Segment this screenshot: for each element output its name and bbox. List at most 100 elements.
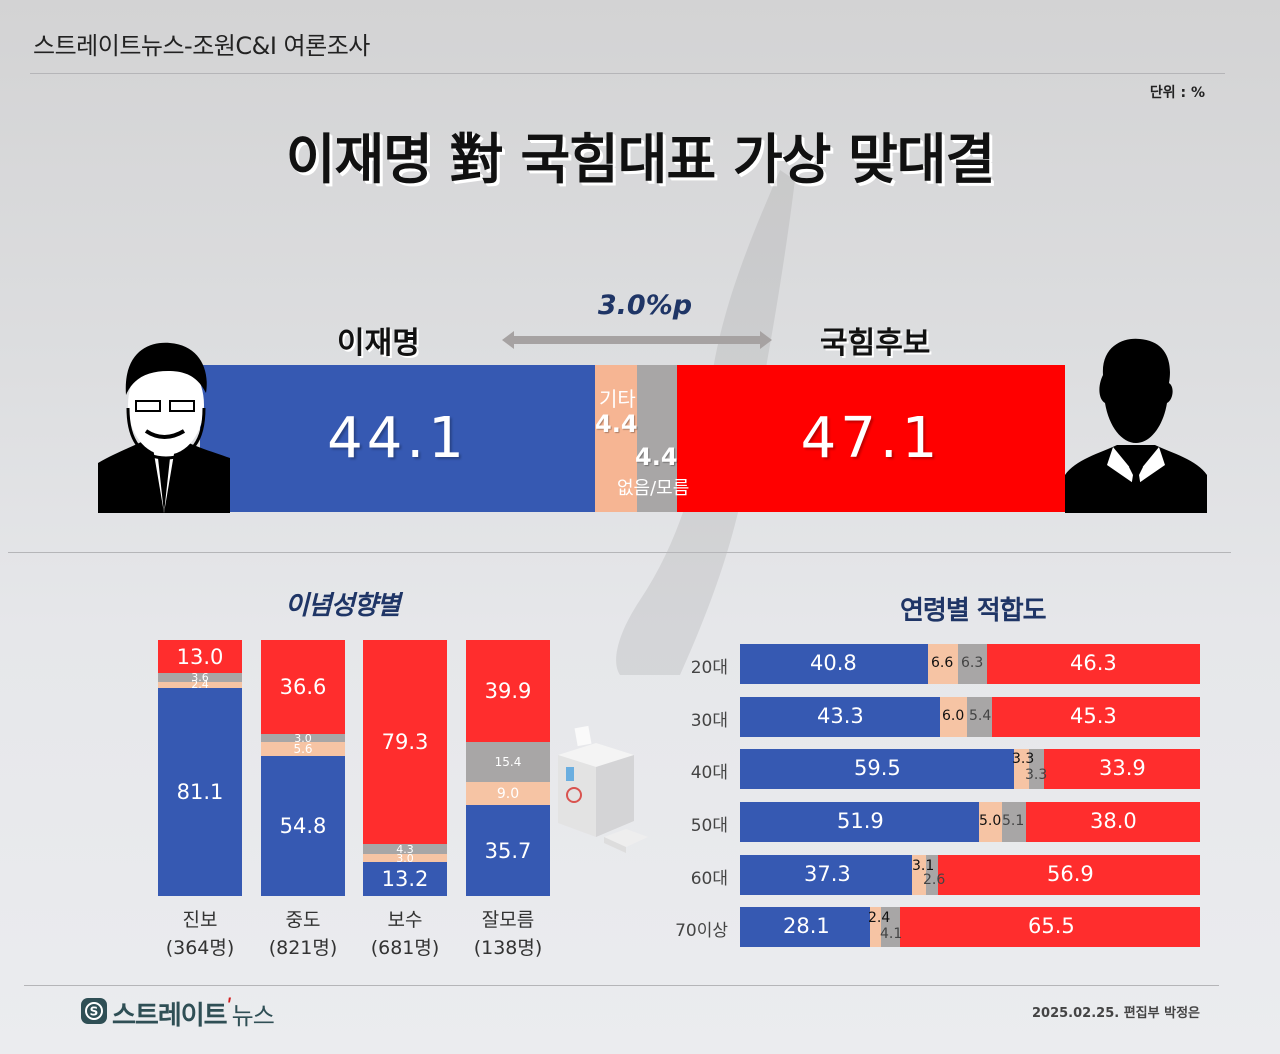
lee-value: 13.2 [381,867,429,891]
group-count: (138명) [473,937,543,959]
group-name: 진보 [182,909,218,931]
other-segment: 2.4 [158,679,242,690]
other-value: 2.4 [868,910,891,926]
ppp-value: 33.9 [1099,756,1146,780]
lee-value: 40.8 [810,651,857,675]
lee-segment [740,697,940,737]
ideology-column-progressive: 13.0 3.6 2.4 81.1 [158,640,242,896]
ideology-label-moderate: 중도 (821명) [243,906,363,962]
lee-segment: 81.1 [158,688,242,896]
none-segment [958,644,987,684]
none-segment: 3.0 [261,732,345,745]
other-value: 9.0 [496,785,520,802]
other-segment [1014,749,1029,789]
age-row-70plus: 28.1 2.4 4.1 65.5 [740,907,1200,947]
ideology-label-progressive: 진보 (364명) [140,906,260,962]
none-segment [926,855,938,895]
none-value: 15.4 [494,755,522,769]
lee-bar: 44.1 [200,365,595,512]
lee-segment: 13.2 [363,862,447,896]
footer-logo: 스트레이트ʹ뉴스 [112,995,275,1032]
other-value: 6.0 [942,708,965,724]
group-count: (681명) [370,937,440,959]
section-divider [8,552,1231,553]
lee-segment: 54.8 [261,756,345,896]
ppp-value: 65.5 [1028,914,1075,938]
lee-portrait-icon [98,342,230,513]
other-segment [940,697,967,737]
ppp-segment [1026,802,1200,842]
logo-accent-icon: ʹ [226,995,233,1019]
double-arrow-icon [502,331,772,349]
none-value: 2.6 [923,872,946,888]
ppp-segment [938,855,1200,895]
lee-segment [740,749,1014,789]
age-label-30s: 30대 [690,711,728,731]
age-chart-title: 연령별 적합도 [900,596,1047,626]
none-bar [637,365,677,512]
lee-segment [740,802,979,842]
logo-main-text: 스트레이트 [112,1001,228,1031]
right-candidate-name: 국힘후보 [820,326,931,361]
lee-value: 28.1 [783,914,830,938]
other-value: 5.6 [293,742,313,756]
ideology-column-moderate: 36.6 3.0 5.6 54.8 [261,640,345,896]
footer-credit: 2025.02.25. 편집부 박정은 [1032,1006,1200,1021]
ballot-box-icon [558,725,648,853]
ideology-label-conservative: 보수 (681명) [345,906,465,962]
left-candidate-name: 이재명 [337,326,420,361]
ppp-value: 38.0 [1090,809,1137,833]
none-segment [1002,802,1026,842]
lee-value: 43.3 [817,704,864,728]
none-value: 4.3 [396,842,414,856]
group-count: (821명) [268,937,338,959]
ideology-column-unsure: 39.9 15.4 9.0 35.7 [466,640,550,896]
other-segment [928,644,958,684]
logo-sub-text: 뉴스 [231,1002,275,1030]
ppp-segment [992,697,1200,737]
other-value: 3.0 [396,851,414,865]
group-name: 중도 [285,909,321,931]
lee-segment [740,855,912,895]
none-value: 4.4 [635,443,678,471]
lee-segment [740,907,870,947]
ppp-value: 36.6 [279,675,327,699]
other-value: 3.3 [1012,751,1035,767]
other-bar [595,365,637,512]
lee-value: 54.8 [279,814,327,838]
none-segment: 3.6 [158,671,242,684]
none-value: 5.4 [969,708,992,724]
ideology-chart-title: 이념성향별 [285,591,401,621]
ppp-segment: 36.6 [261,640,345,734]
straight-news-logo-icon: S [81,998,107,1024]
page-title: 이재명 對 국힘대표 가상 맞대결 [285,128,995,191]
ppp-value: 39.9 [484,679,532,703]
none-segment: 15.4 [466,742,550,782]
svg-text:S: S [90,1005,99,1019]
gap-label: 3.0%p [597,290,693,321]
none-value: 4.1 [880,926,903,942]
ppp-value: 13.0 [176,644,224,669]
group-name: 보수 [387,909,423,931]
lee-value: 81.1 [176,780,224,804]
none-segment [967,697,992,737]
age-label-70plus: 70이상 [675,921,728,941]
age-label-60s: 60대 [690,869,728,889]
other-segment: 3.0 [363,851,447,865]
ppp-value: 79.3 [381,730,429,754]
group-count: (364명) [165,937,235,959]
age-row-20s: 40.8 6.6 6.3 46.3 [740,644,1200,684]
other-segment: 5.6 [261,742,345,756]
none-label: 없음/모름 [617,478,690,499]
other-segment: 9.0 [466,782,550,805]
ppp-bar: 47.1 [677,365,1065,512]
lee-segment [740,644,928,684]
none-value: 5.1 [1002,813,1025,829]
unit-label: 단위 : % [1149,85,1205,101]
other-value: 5.0 [979,813,1002,829]
ppp-segment: 13.0 [158,640,242,673]
ppp-value: 46.3 [1070,651,1117,675]
other-segment [870,907,881,947]
lee-value: 59.5 [854,756,901,780]
survey-source: 스트레이트뉴스-조원C&I 여론조사 [33,32,370,60]
